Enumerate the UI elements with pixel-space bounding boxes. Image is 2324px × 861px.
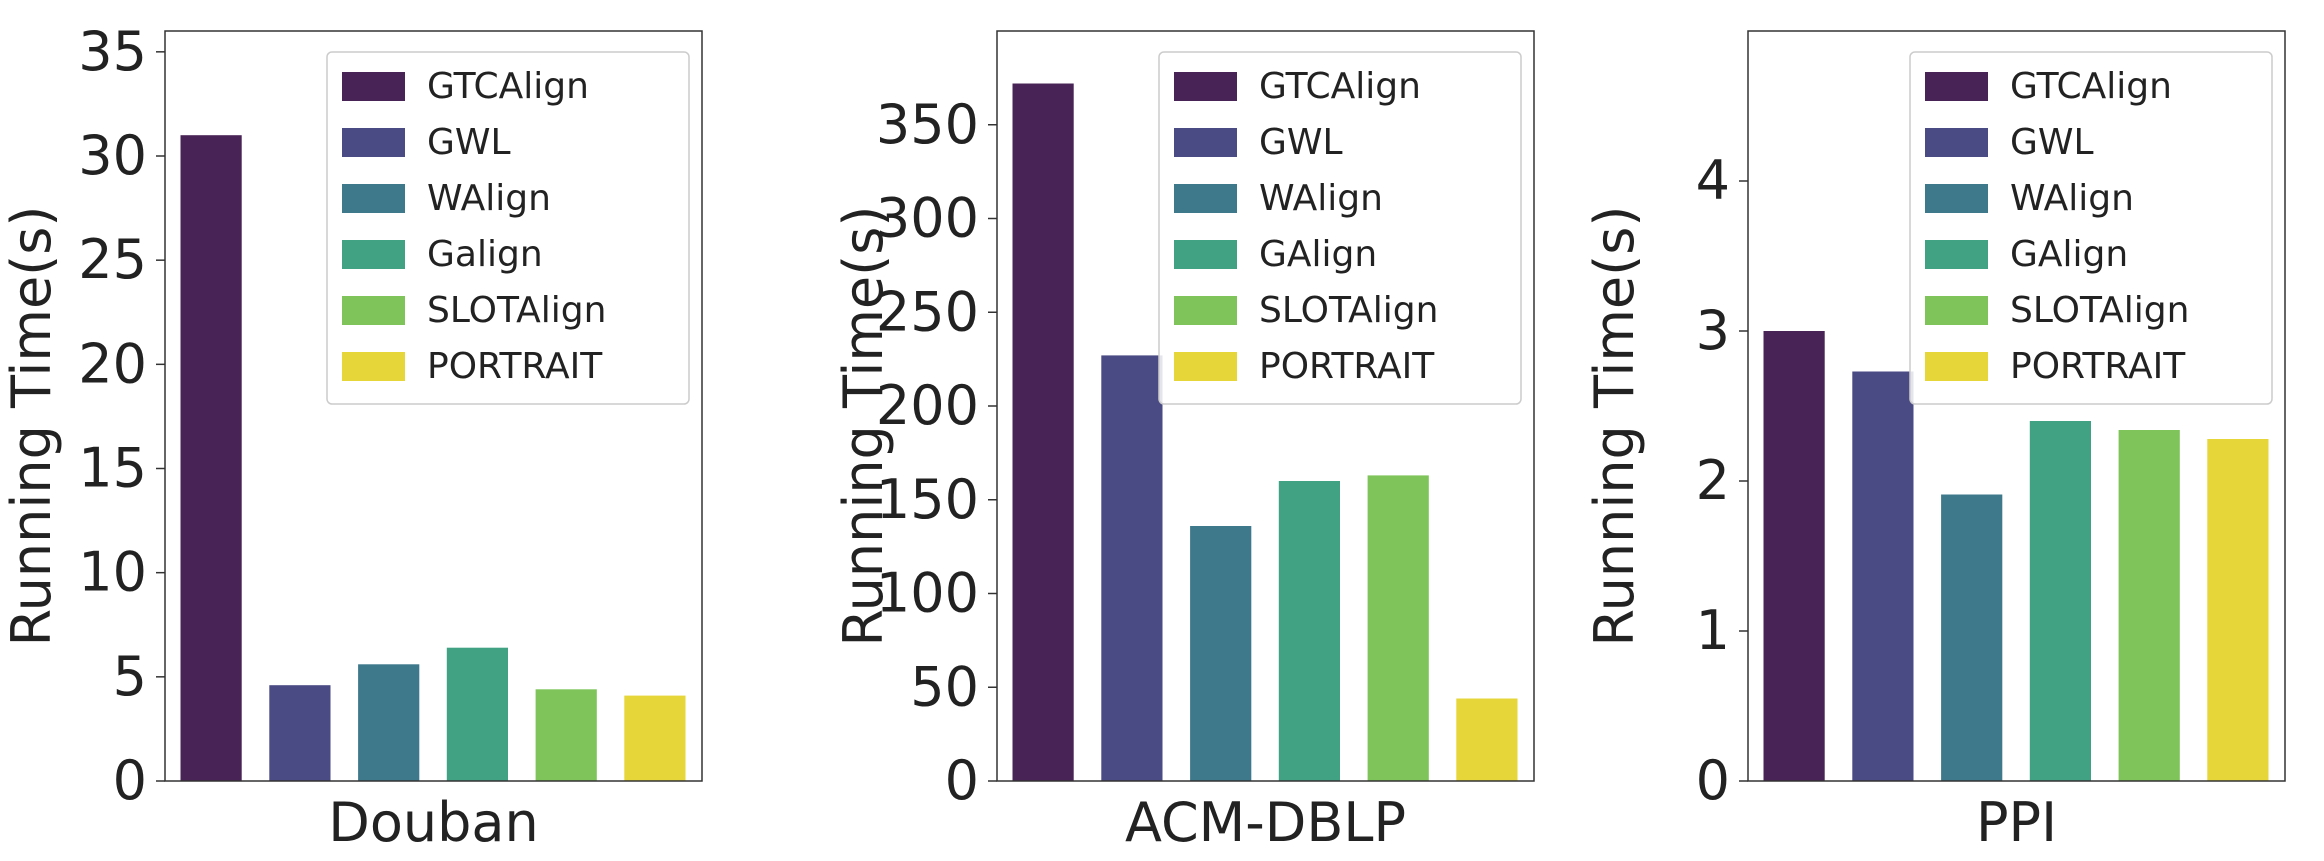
x-axis-label: Douban [328, 791, 538, 854]
legend-label-gtcalign: GTCAlign [1259, 66, 1421, 107]
legend-box [1158, 51, 1522, 405]
legend-swatch-walign [1925, 184, 1988, 213]
legend-swatch-portrait [342, 352, 405, 381]
legend-label-galign: GAlign [1259, 234, 1377, 275]
bar-galign [2029, 421, 2091, 781]
y-tick-label: 2 [1696, 449, 1730, 512]
legend-label-galign: GAlign [2010, 234, 2128, 275]
bar-slotalign [535, 689, 597, 781]
y-tick-label: 300 [876, 187, 979, 250]
legend-label-portrait: PORTRAIT [427, 346, 603, 387]
y-tick-label: 250 [876, 280, 979, 343]
legend-swatch-portrait [1174, 352, 1237, 381]
legend-swatch-slotalign [1925, 296, 1988, 325]
y-tick-label: 4 [1696, 149, 1730, 212]
legend: GTCAlign GWL WAlign GAlign SLOTAlign PORTRAIT [1909, 51, 2273, 405]
legend-label-gtcalign: GTCAlign [2010, 66, 2172, 107]
y-tick-label: 10 [78, 541, 147, 604]
legend-swatch-gwl [1925, 128, 1988, 157]
legend-label-walign: WAlign [1259, 178, 1383, 219]
y-tick-label: 25 [78, 228, 147, 291]
bar-portrait [1456, 698, 1518, 781]
bar-gtcalign [1012, 83, 1074, 781]
legend-label-galign: Galign [427, 234, 543, 275]
legend-swatch-galign [342, 240, 405, 269]
legend-label-walign: WAlign [427, 178, 551, 219]
y-axis-label: Running Time(s) [1583, 206, 1646, 647]
panel-acm-dblp: 0 50 100 150 200 250 300 350 ACM-DBLP Running Tim… [832, 30, 1535, 854]
bar-walign [358, 664, 420, 781]
plot-frame [164, 30, 703, 782]
bar-slotalign [1367, 475, 1429, 781]
legend-swatch-walign [1174, 184, 1237, 213]
legend-swatch-portrait [1925, 352, 1988, 381]
legend-swatch-slotalign [1174, 296, 1237, 325]
bar-walign [1941, 494, 2003, 781]
y-axis-label: Running Time(s) [0, 206, 63, 647]
y-tick-label: 200 [876, 374, 979, 437]
bar-portrait [624, 695, 686, 781]
bar-galign [1278, 481, 1340, 781]
y-tick-label: 350 [876, 93, 979, 156]
y-tick-label: 30 [78, 124, 147, 187]
legend-label-slotalign: SLOTAlign [427, 290, 606, 331]
bar-gwl [269, 685, 331, 781]
legend-swatch-galign [1174, 240, 1237, 269]
legend: GTCAlign GWL WAlign GAlign SLOTAlign PORTRAIT [1158, 51, 1522, 405]
legend-swatch-walign [342, 184, 405, 213]
y-tick-label: 35 [78, 20, 147, 83]
legend-swatch-gwl [1174, 128, 1237, 157]
bar-walign [1190, 526, 1252, 781]
legend-label-gwl: GWL [2010, 122, 2094, 163]
legend-label-gwl: GWL [427, 122, 511, 163]
y-tick-label: 50 [910, 655, 979, 718]
y-tick-label: 100 [876, 562, 979, 625]
bar-gtcalign [1763, 331, 1825, 781]
panel-ppi: 0 1 2 3 4 PPI Running Time(s) GTCAlign GWL WAlign… [1583, 30, 2286, 854]
legend-label-portrait: PORTRAIT [2010, 346, 2186, 387]
y-tick-label: 3 [1696, 299, 1730, 362]
y-axis-label: Running Time(s) [832, 206, 895, 647]
legend-box [326, 51, 690, 405]
legend-label-walign: WAlign [2010, 178, 2134, 219]
legend-label-portrait: PORTRAIT [1259, 346, 1435, 387]
legend-box [1909, 51, 2273, 405]
y-tick-label: 0 [113, 749, 147, 812]
y-tick-label: 150 [876, 468, 979, 531]
legend-swatch-gwl [342, 128, 405, 157]
x-axis-label: PPI [1976, 791, 2057, 854]
y-tick-label: 20 [78, 332, 147, 395]
bar-portrait [2207, 439, 2269, 781]
legend-swatch-gtcalign [1925, 72, 1988, 101]
bar-gwl [1101, 355, 1163, 781]
bar-galign [446, 647, 508, 781]
legend-swatch-slotalign [342, 296, 405, 325]
x-axis-label: ACM-DBLP [1125, 791, 1406, 854]
legend-swatch-gtcalign [1174, 72, 1237, 101]
legend-label-gwl: GWL [1259, 122, 1343, 163]
y-tick-label: 5 [113, 645, 147, 708]
legend-swatch-gtcalign [342, 72, 405, 101]
y-tick-label: 0 [945, 749, 979, 812]
legend: GTCAlign GWL WAlign Galign SLOTAlign PORTRAIT [326, 51, 690, 405]
bar-slotalign [2118, 430, 2180, 781]
bar-gtcalign [180, 135, 242, 781]
y-tick-label: 0 [1696, 749, 1730, 812]
y-tick-label: 15 [78, 437, 147, 500]
legend-label-gtcalign: GTCAlign [427, 66, 589, 107]
y-tick-label: 1 [1696, 599, 1730, 662]
panel-douban: 0 5 10 15 20 25 30 35 Douban Running Time(s) GTCAl… [0, 20, 703, 854]
plot-frame [1747, 30, 2286, 782]
legend-label-slotalign: SLOTAlign [2010, 290, 2189, 331]
legend-swatch-galign [1925, 240, 1988, 269]
legend-label-slotalign: SLOTAlign [1259, 290, 1438, 331]
bar-gwl [1852, 371, 1914, 781]
